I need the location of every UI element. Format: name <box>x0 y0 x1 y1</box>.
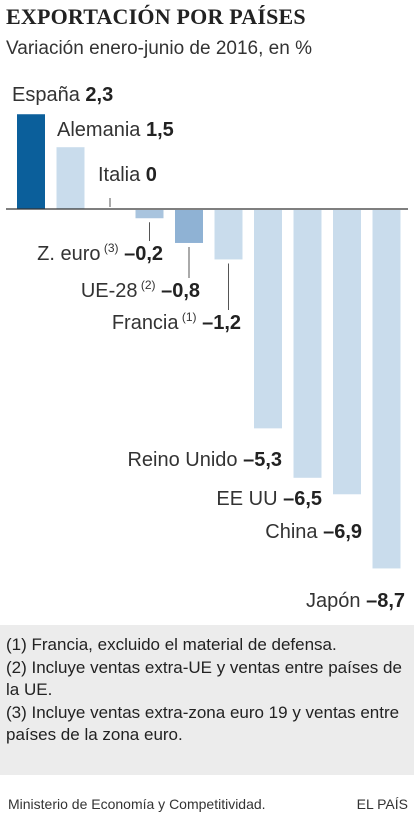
footer: Ministerio de Economía y Competitividad.… <box>0 775 414 819</box>
value-label: 2,3 <box>80 84 113 106</box>
footnote-2: (2) Incluye ventas extra-UE y ventas ent… <box>6 657 402 700</box>
footnote-mark: (3) <box>101 241 119 255</box>
value-label: –1,2 <box>197 312 241 334</box>
bar-label-2: Italia 0 <box>98 164 157 186</box>
category-label: EE UU <box>216 488 277 510</box>
value-label: –0,2 <box>119 243 163 265</box>
bar-label-9: Japón –8,7 <box>306 590 405 612</box>
bar-label-4: UE-28 (2) –0,8 <box>81 278 200 302</box>
value-label: –6,9 <box>318 521 362 543</box>
value-label: –0,8 <box>156 280 200 302</box>
bar-reino-unido <box>254 210 282 429</box>
chart-title: EXPORTACIÓN POR PAÍSES <box>6 4 306 29</box>
category-label: Alemania <box>57 119 141 141</box>
category-label: Japón <box>306 590 361 612</box>
source-credit: Ministerio de Economía y Competitividad. <box>8 796 266 812</box>
bar-ee-uu <box>293 210 322 478</box>
bar-label-7: EE UU –6,5 <box>216 488 322 510</box>
bar-label-5: Francia (1) –1,2 <box>112 310 241 334</box>
value-label: 0 <box>140 164 157 186</box>
value-label: –8,7 <box>361 590 405 612</box>
footnote-mark: (1) <box>179 310 197 324</box>
bar-label-0: España 2,3 <box>12 84 113 106</box>
value-label: –5,3 <box>238 449 282 471</box>
bar-francia <box>214 210 243 260</box>
value-label: –6,5 <box>278 488 322 510</box>
bar-ue-28 <box>175 210 203 243</box>
bar-espa-a <box>17 114 45 209</box>
footnote-mark: (2) <box>138 278 156 292</box>
bar-label-1: Alemania 1,5 <box>57 119 174 141</box>
publisher-brand: EL PAÍS <box>356 796 408 812</box>
footnote-1: (1) Francia, excluido el material de def… <box>6 635 337 654</box>
footnote-3: (3) Incluye ventas extra-zona euro 19 y … <box>6 702 400 745</box>
category-label: Z. euro <box>37 243 100 265</box>
bar-label-6: Reino Unido –5,3 <box>127 449 282 471</box>
bar-chart: España 2,3 Alemania 1,5 Italia 0 Z. euro (3… <box>6 84 408 612</box>
category-label: China <box>265 521 318 543</box>
category-label: Italia <box>98 164 141 186</box>
bar-z-euro <box>135 210 164 219</box>
bar-china <box>333 210 361 495</box>
category-label: España <box>12 84 81 106</box>
category-label: Reino Unido <box>127 449 237 471</box>
category-label: UE-28 <box>81 280 138 302</box>
bar-jap-n <box>372 210 401 569</box>
chart-subtitle: Variación enero-junio de 2016, en % <box>6 38 312 59</box>
bar-label-3: Z. euro (3) –0,2 <box>37 241 163 265</box>
footnotes: (1) Francia, excluido el material de def… <box>0 625 414 775</box>
value-label: 1,5 <box>140 119 173 141</box>
category-label: Francia <box>112 312 180 334</box>
bar-alemania <box>56 147 85 209</box>
bar-label-8: China –6,9 <box>265 521 362 543</box>
